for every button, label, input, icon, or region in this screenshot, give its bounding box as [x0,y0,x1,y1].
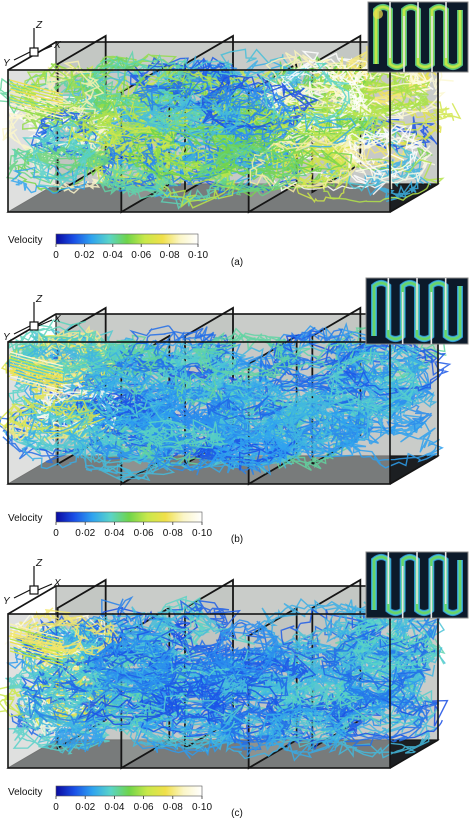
axis-triad [13,566,53,599]
legend-tick-label: 0 [53,528,59,539]
legend-tick-label: 0·10 [192,528,212,539]
legend-tick-label: 0·08 [163,802,183,813]
legend-colorbar [55,233,199,245]
legend-tick-label: 0·02 [75,528,95,539]
legend-title: Velocity [8,787,42,798]
legend-tick-label: 0·08 [163,528,183,539]
figure-c: ZX Y Velocity 0 0·02 0·04 0·06 0·08 0·10 (c) [0,551,469,819]
legend-title: Velocity [8,513,42,524]
panel-a: Z X Y Velocity 0 0·02 0·04 0·06 0·08 0·10 (a) [0,0,474,274]
legend-colorbar [55,511,203,523]
top-view-inset [365,551,469,619]
panel-label: (b) [231,534,243,545]
axis-label-y: Y [3,596,11,607]
axis-label-z: Z [35,294,43,305]
panel-c: Z X Y Velocity 0 0·02 0·04 0·06 0·08 0·10 (c) [0,548,474,822]
streamlines [0,45,462,210]
legend-tick-label: 0·10 [192,802,212,813]
legend-tick-label: 0·10 [188,250,208,261]
top-view-inset [367,1,469,73]
figure-a: ZX Y Velocity 0 0·02 0·04 0·06 0·08 0·10 (a) [0,1,469,268]
legend-tick-label: 0·06 [134,528,154,539]
axis-label-x: X [53,40,61,51]
panel-b: Z X Y Velocity 0 0·02 0·04 0·06 0·08 0·10 (b) [0,274,474,548]
legend-tick-label: 0·04 [103,250,123,261]
axis-label-z: Z [35,558,43,569]
legend-tick-label: 0 [53,802,59,813]
legend-tick-label: 0·02 [75,802,95,813]
axis-label-y: Y [3,58,11,69]
axis-label-x: X [53,578,61,589]
legend-title: Velocity [8,235,42,246]
legend-tick-label: 0·06 [134,802,154,813]
velocity-legend: Velocity 0 0·02 0·04 0·06 0·08 0·10 [8,785,212,813]
axis-label-x: X [53,314,61,325]
velocity-legend: Velocity 0 0·02 0·04 0·06 0·08 0·10 [8,233,208,261]
panel-label: (c) [231,808,243,819]
top-view-inset [365,277,469,345]
axis-label-z: Z [35,20,43,31]
streamlines [0,595,449,762]
axis-triad [13,28,53,61]
axis-label-y: Y [3,332,11,343]
velocity-legend: Velocity 0 0·02 0·04 0·06 0·08 0·10 [8,511,212,539]
legend-tick-label: 0 [53,250,59,261]
legend-tick-label: 0·04 [104,528,124,539]
legend-tick-label: 0·02 [74,250,94,261]
legend-tick-label: 0·04 [104,802,124,813]
panel-label: (a) [231,257,243,268]
figure-b: ZX Y Velocity 0 0·02 0·04 0·06 0·08 0·10 (b) [0,277,469,545]
axis-triad [13,302,53,335]
legend-tick-label: 0·06 [131,250,151,261]
streamlines [0,319,452,483]
legend-tick-label: 0·08 [160,250,180,261]
legend-colorbar [55,785,203,797]
